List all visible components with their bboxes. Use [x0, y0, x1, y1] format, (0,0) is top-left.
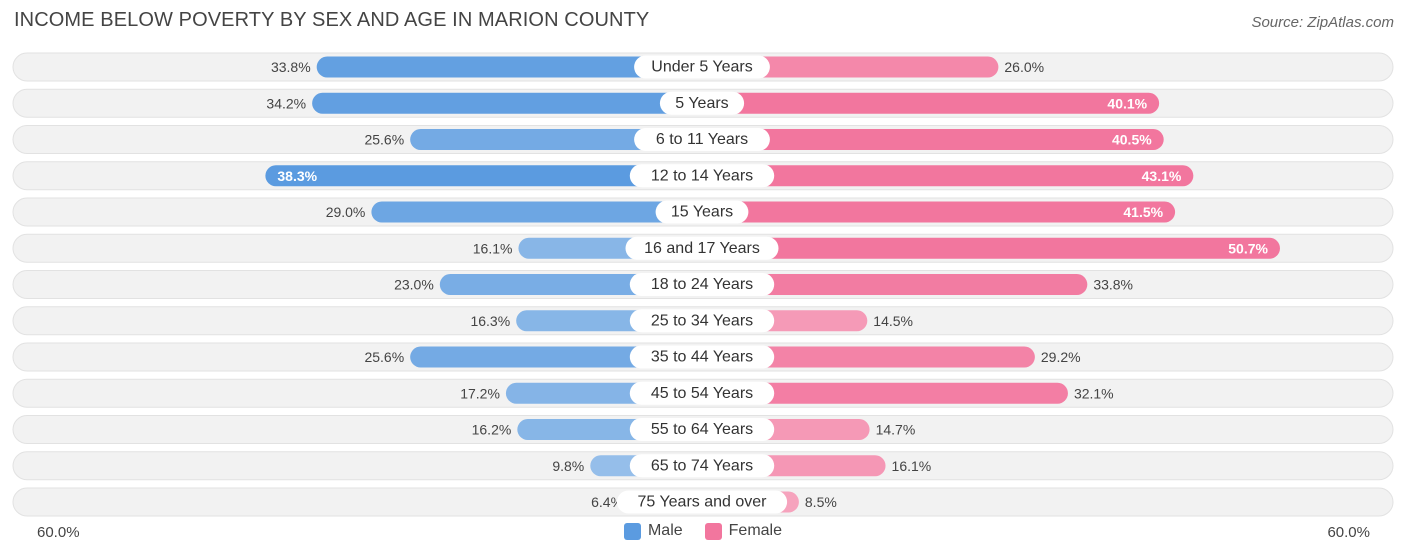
bar-chart: 33.8% 26.0% Under 5 Years 34.2% 40.1% 5 Years…	[12, 52, 1394, 517]
category-pill	[634, 128, 770, 151]
female-value-label: 50.7%	[1228, 240, 1268, 256]
female-bar	[702, 382, 1068, 404]
category-label: 75 Years and over	[638, 494, 768, 511]
category-pill	[659, 91, 745, 115]
legend-item-male: Male	[623, 522, 683, 540]
female-bar	[702, 237, 1280, 259]
category-label: Under 5 Years	[651, 59, 752, 76]
category-label: 15 Years	[671, 204, 733, 221]
female-value-label: 26.0%	[1004, 59, 1044, 75]
chart-title: INCOME BELOW POVERTY BY SEX AND AGE IN M…	[14, 9, 650, 31]
male-value-label: 29.0%	[326, 204, 366, 220]
category-pill	[629, 309, 775, 333]
legend: Male Female	[0, 522, 1406, 540]
male-value-label: 16.1%	[473, 240, 513, 256]
female-bar	[702, 201, 1176, 223]
legend-swatch-male	[623, 522, 641, 540]
male-value-label: 16.3%	[470, 313, 510, 329]
female-value-label: 40.5%	[1112, 132, 1152, 148]
category-pill	[655, 200, 749, 224]
category-label: 18 to 24 Years	[651, 276, 753, 293]
male-value-label: 33.8%	[271, 59, 311, 75]
category-pill	[634, 55, 770, 79]
male-bar	[410, 346, 702, 368]
legend-swatch-female	[704, 522, 722, 540]
category-label: 12 to 14 Years	[651, 167, 753, 184]
category-pill	[629, 345, 775, 369]
female-value-label: 14.7%	[876, 422, 916, 438]
male-value-label: 25.6%	[364, 132, 404, 148]
legend-label-male: Male	[647, 522, 683, 539]
female-value-label: 16.1%	[892, 458, 932, 474]
female-value-label: 14.5%	[873, 313, 913, 329]
male-value-label: 9.8%	[552, 458, 584, 474]
female-value-label: 32.1%	[1074, 385, 1114, 401]
male-value-label: 17.2%	[460, 385, 500, 401]
male-value-label: 34.2%	[266, 95, 306, 111]
category-label: 65 to 74 Years	[651, 457, 753, 474]
female-bar	[702, 165, 1194, 187]
category-label: 25 to 34 Years	[651, 312, 753, 329]
category-pill	[616, 490, 788, 514]
female-value-label: 8.5%	[805, 494, 837, 510]
category-label: 16 and 17 Years	[644, 240, 760, 257]
female-bar	[702, 92, 1160, 114]
female-bar	[702, 129, 1164, 150]
female-value-label: 40.1%	[1107, 95, 1147, 111]
category-pill	[629, 418, 775, 441]
category-label: 6 to 11 Years	[656, 131, 748, 148]
category-label: 35 to 44 Years	[651, 349, 753, 366]
category-label: 5 Years	[675, 95, 728, 112]
female-bar	[702, 56, 999, 78]
female-value-label: 41.5%	[1123, 204, 1163, 220]
category-pill	[625, 236, 779, 260]
male-bar	[312, 92, 702, 114]
female-bar	[702, 346, 1035, 368]
category-pill	[629, 454, 775, 478]
axis-left-label: 60.0%	[37, 524, 80, 541]
male-bar	[265, 165, 702, 187]
legend-label-female: Female	[728, 522, 783, 539]
male-value-label: 25.6%	[364, 349, 404, 365]
female-value-label: 43.1%	[1142, 168, 1182, 184]
female-bar	[702, 274, 1088, 295]
legend-item-female: Female	[704, 522, 783, 540]
source-label: Source: ZipAtlas.com	[1251, 14, 1394, 31]
male-value-label: 6.4%	[591, 494, 623, 510]
female-value-label: 33.8%	[1093, 277, 1133, 293]
male-bar	[410, 129, 702, 150]
male-bar	[316, 56, 702, 78]
male-bar	[371, 201, 702, 223]
female-value-label: 29.2%	[1041, 349, 1081, 365]
category-pill	[629, 381, 775, 405]
category-pill	[629, 164, 775, 188]
male-value-label: 16.2%	[472, 422, 512, 438]
male-value-label: 23.0%	[394, 277, 434, 293]
male-value-label: 38.3%	[277, 168, 317, 184]
category-label: 55 to 64 Years	[651, 421, 753, 438]
category-pill	[629, 273, 775, 296]
category-label: 45 to 54 Years	[651, 385, 753, 402]
axis-right-label: 60.0%	[1327, 524, 1370, 541]
